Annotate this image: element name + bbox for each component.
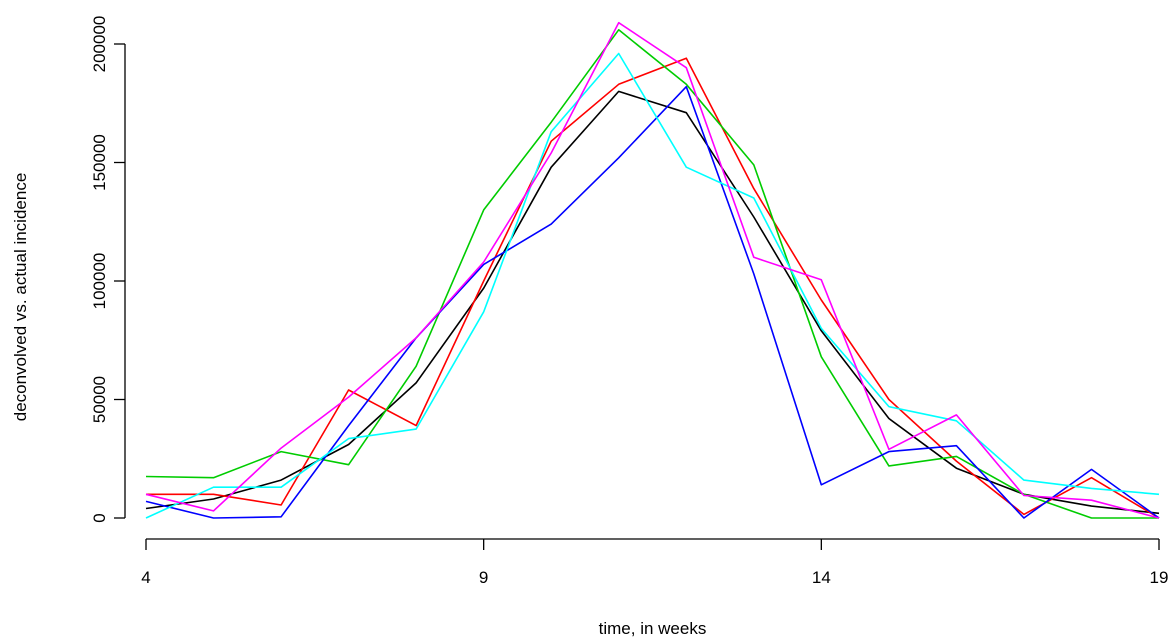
- series-line-6: [145, 21, 1160, 519]
- series-line-1: [145, 90, 1160, 515]
- series-line-5: [145, 52, 1160, 519]
- series-line-2: [146, 57, 1160, 519]
- x-tick-label: 9: [479, 568, 488, 587]
- y-tick-label: 200000: [90, 16, 109, 73]
- y-tick-label: 0: [90, 513, 109, 522]
- series-line-3: [145, 28, 1159, 519]
- axes: 4 9 14 19 0 50000 100000 150000 200000: [90, 16, 1168, 587]
- x-axis-title: time, in weeks: [599, 619, 707, 638]
- y-axis-title: deconvolved vs. actual incidence: [11, 173, 30, 422]
- x-tick-label: 19: [1150, 568, 1169, 587]
- y-tick-label: 150000: [90, 134, 109, 191]
- series-layer: [145, 21, 1160, 519]
- y-tick-label: 100000: [90, 253, 109, 310]
- series-line-4: [145, 85, 1160, 519]
- x-tick-label: 14: [812, 568, 831, 587]
- x-tick-label: 4: [141, 568, 150, 587]
- y-tick-label: 50000: [90, 376, 109, 423]
